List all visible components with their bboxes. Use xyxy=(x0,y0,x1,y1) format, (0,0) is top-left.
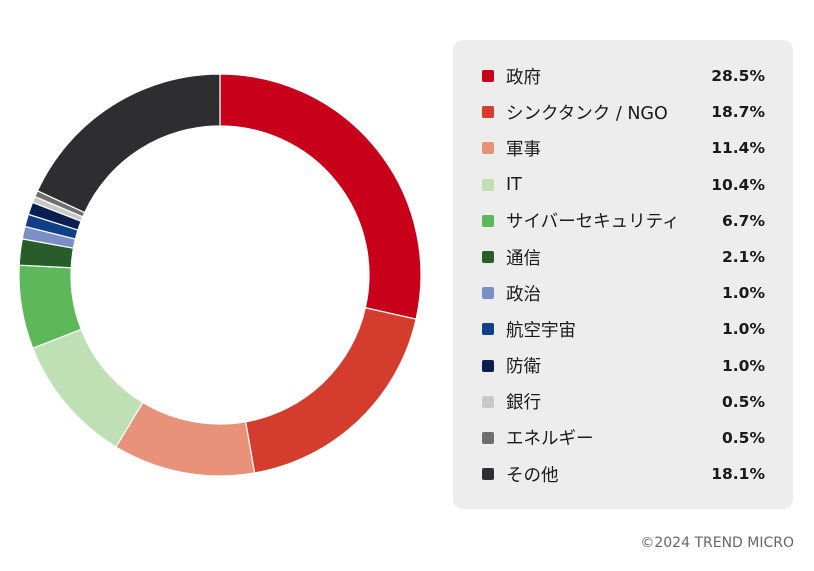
legend-swatch xyxy=(482,106,494,119)
donut-chart xyxy=(18,73,422,477)
donut-slice-11 xyxy=(36,73,221,214)
legend-swatch xyxy=(482,359,494,372)
legend-item: 通信 2.1% xyxy=(482,239,765,275)
legend-swatch xyxy=(482,431,494,444)
legend-label: エネルギー xyxy=(506,429,594,450)
legend-panel: 政府 28.5% シンクタンク / NGO 18.7% 軍事 11.4% IT 10.4% サイ… xyxy=(453,40,793,509)
legend-item: シンクタンク / NGO 18.7% xyxy=(482,94,765,130)
legend-label: サイバーセキュリティ xyxy=(506,212,680,233)
legend-item: その他 18.1% xyxy=(482,456,765,492)
legend-value: 10.4% xyxy=(711,175,765,194)
legend-value: 28.5% xyxy=(711,67,765,86)
legend-value: 1.0% xyxy=(722,320,765,339)
legend-label: シンクタンク / NGO xyxy=(506,103,668,124)
legend-item: 銀行 0.5% xyxy=(482,384,765,420)
legend-value: 18.1% xyxy=(711,465,765,484)
legend-item: 軍事 11.4% xyxy=(482,130,765,166)
legend-item: 航空宇宙 1.0% xyxy=(482,311,765,347)
legend-label: 通信 xyxy=(506,248,541,269)
legend-swatch xyxy=(482,468,494,481)
legend-value: 1.0% xyxy=(722,284,765,303)
legend-label: 防衛 xyxy=(506,357,541,378)
legend-item: エネルギー 0.5% xyxy=(482,420,765,456)
legend-label: 政府 xyxy=(506,67,541,88)
legend-swatch xyxy=(482,142,494,155)
donut-slice-0 xyxy=(219,73,422,320)
legend-value: 2.1% xyxy=(722,248,765,267)
legend-label: IT xyxy=(506,174,522,195)
legend-value: 1.0% xyxy=(722,356,765,375)
copyright-text: ©2024 TREND MICRO xyxy=(640,535,794,551)
legend-label: 政治 xyxy=(506,284,541,305)
legend-value: 18.7% xyxy=(711,103,765,122)
legend-swatch xyxy=(482,287,494,300)
legend-value: 0.5% xyxy=(722,428,765,447)
legend-label: その他 xyxy=(506,465,559,486)
legend-value: 11.4% xyxy=(711,139,765,158)
legend-label: 銀行 xyxy=(506,393,541,414)
legend-item: サイバーセキュリティ 6.7% xyxy=(482,203,765,239)
legend-swatch xyxy=(482,323,494,336)
legend-label: 航空宇宙 xyxy=(506,320,576,341)
legend-value: 0.5% xyxy=(722,392,765,411)
legend-item: 防衛 1.0% xyxy=(482,348,765,384)
legend-swatch xyxy=(482,251,494,264)
legend-swatch xyxy=(482,70,494,83)
donut-slice-3 xyxy=(32,328,144,448)
legend-label: 軍事 xyxy=(506,139,541,160)
legend-value: 6.7% xyxy=(722,211,765,230)
legend-item: 政治 1.0% xyxy=(482,275,765,311)
legend-swatch xyxy=(482,395,494,408)
legend-swatch xyxy=(482,178,494,191)
legend-item: 政府 28.5% xyxy=(482,58,765,94)
legend-item: IT 10.4% xyxy=(482,167,765,203)
legend-swatch xyxy=(482,214,494,227)
donut-slice-1 xyxy=(244,307,417,474)
